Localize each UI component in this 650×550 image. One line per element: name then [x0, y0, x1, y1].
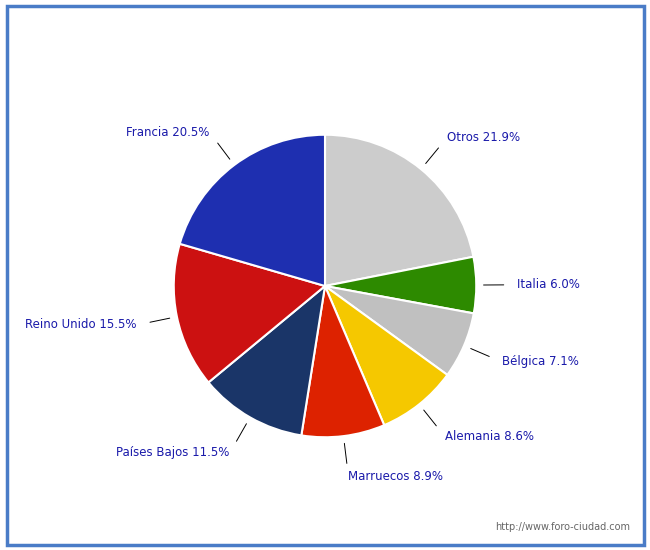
- Text: Bélgica 7.1%: Bélgica 7.1%: [502, 355, 578, 368]
- Wedge shape: [209, 286, 325, 436]
- Text: Italia 6.0%: Italia 6.0%: [517, 278, 580, 292]
- Text: Alemania 8.6%: Alemania 8.6%: [445, 430, 534, 443]
- Wedge shape: [180, 135, 325, 286]
- Wedge shape: [325, 135, 473, 286]
- Wedge shape: [325, 286, 447, 425]
- Wedge shape: [174, 244, 325, 382]
- Text: Francia 20.5%: Francia 20.5%: [126, 126, 210, 139]
- Text: Otros 21.9%: Otros 21.9%: [447, 131, 520, 144]
- Text: Archidona - Turistas extranjeros según país - Agosto de 2024: Archidona - Turistas extranjeros según p…: [101, 15, 549, 31]
- Text: http://www.foro-ciudad.com: http://www.foro-ciudad.com: [495, 522, 630, 532]
- Text: Reino Unido 15.5%: Reino Unido 15.5%: [25, 318, 137, 332]
- Wedge shape: [325, 257, 476, 314]
- Wedge shape: [302, 286, 384, 437]
- Text: Países Bajos 11.5%: Países Bajos 11.5%: [116, 447, 230, 459]
- Text: Marruecos 8.9%: Marruecos 8.9%: [348, 470, 443, 483]
- Wedge shape: [325, 286, 474, 375]
